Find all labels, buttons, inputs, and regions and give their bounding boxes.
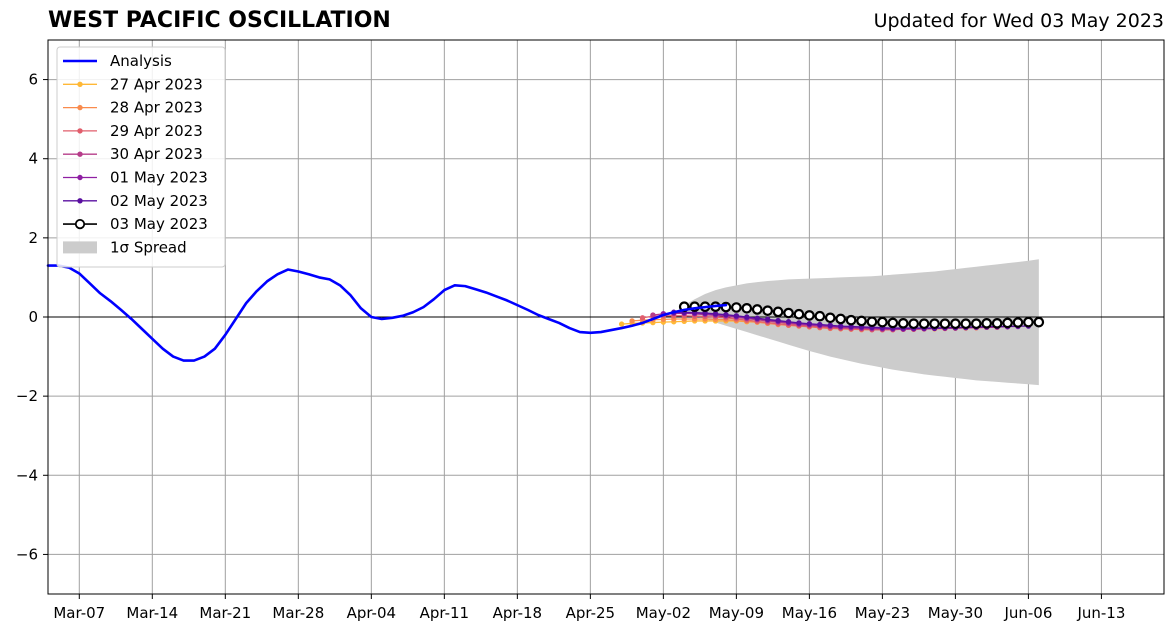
forecast-point bbox=[762, 305, 773, 316]
y-tick-label: −6 bbox=[16, 545, 38, 563]
forecast-point bbox=[723, 311, 729, 318]
forecast-point bbox=[897, 318, 909, 329]
legend-forecast-marker bbox=[77, 81, 83, 88]
y-tick-label: −4 bbox=[16, 466, 38, 484]
plot-frame bbox=[47, 39, 1165, 595]
forecast-point bbox=[929, 318, 940, 330]
legend-forecast-marker bbox=[77, 174, 83, 181]
legend-forecast-marker bbox=[77, 198, 83, 204]
forecast-point bbox=[806, 321, 813, 327]
x-tick-label: Apr-04 bbox=[347, 604, 397, 622]
legend-forecast-marker bbox=[74, 219, 86, 230]
forecast-point bbox=[845, 314, 857, 326]
forecast-point bbox=[650, 312, 656, 318]
forecast-point bbox=[629, 318, 635, 324]
y-tick-label: −2 bbox=[16, 387, 38, 405]
legend-label: 27 Apr 2023 bbox=[110, 75, 203, 93]
forecast-point bbox=[793, 308, 805, 320]
forecast-point bbox=[887, 317, 899, 329]
x-tick-label: Mar-07 bbox=[53, 604, 105, 622]
forecast-point bbox=[991, 318, 1003, 329]
forecast-point bbox=[837, 323, 844, 329]
legend-forecast-marker bbox=[77, 151, 83, 157]
y-tick-label: 2 bbox=[28, 229, 38, 247]
forecast-point bbox=[751, 304, 763, 315]
x-tick-label: May-30 bbox=[928, 604, 983, 622]
forecast-point bbox=[754, 315, 760, 321]
x-tick-label: Mar-14 bbox=[126, 604, 178, 622]
legend-label: 29 Apr 2023 bbox=[110, 122, 203, 140]
forecast-point bbox=[785, 319, 792, 325]
legend: Analysis 27 Apr 2023 28 Apr 2023 29 Apr 202… bbox=[56, 46, 226, 268]
legend-box bbox=[56, 46, 226, 268]
y-tick-label: 4 bbox=[28, 150, 38, 168]
forecast-point bbox=[804, 310, 815, 321]
x-tick-label: Mar-21 bbox=[199, 604, 251, 622]
series-layer bbox=[46, 264, 1045, 362]
forecast-point bbox=[877, 316, 888, 328]
forecast-point bbox=[908, 318, 919, 330]
forecast-point bbox=[741, 302, 753, 314]
legend-forecast-marker bbox=[77, 128, 83, 134]
legend-forecast-marker bbox=[77, 104, 83, 111]
forecast-point bbox=[950, 318, 961, 330]
y-tick-label: 6 bbox=[28, 71, 38, 89]
x-tick-label: Apr-25 bbox=[566, 604, 616, 622]
forecast-point bbox=[783, 307, 794, 319]
legend-label: 30 Apr 2023 bbox=[110, 145, 203, 163]
forecast-point bbox=[796, 320, 802, 326]
forecast-point bbox=[1012, 317, 1024, 328]
updated-date: Updated for Wed 03 May 2023 bbox=[873, 10, 1164, 32]
forecast-point bbox=[639, 315, 646, 321]
forecast-point bbox=[817, 321, 823, 328]
forecast-point bbox=[744, 314, 750, 320]
forecast-point bbox=[764, 316, 771, 323]
forecast-point bbox=[1033, 316, 1045, 328]
legend-label: 01 May 2023 bbox=[110, 169, 208, 187]
forecast-point bbox=[970, 318, 982, 330]
forecast-point bbox=[835, 313, 846, 325]
forecast-point bbox=[618, 321, 625, 327]
forecast-point bbox=[918, 318, 930, 330]
forecast-point bbox=[1023, 316, 1034, 328]
legend-label: 02 May 2023 bbox=[110, 192, 208, 210]
forecast-point bbox=[772, 306, 784, 318]
forecast-point bbox=[1002, 317, 1013, 329]
legend-label: 1σ Spread bbox=[110, 238, 187, 256]
forecast-point bbox=[981, 318, 992, 329]
forecast-point bbox=[866, 316, 878, 328]
x-tick-label: Jun-13 bbox=[1076, 604, 1125, 622]
forecast-point bbox=[814, 310, 826, 322]
forecast-point bbox=[775, 317, 781, 324]
forecast-point bbox=[827, 322, 833, 329]
x-tick-label: Jun-06 bbox=[1003, 604, 1052, 622]
forecast-point bbox=[824, 312, 836, 324]
legend-label: 03 May 2023 bbox=[110, 215, 208, 233]
forecast-point bbox=[856, 315, 867, 327]
forecast-point bbox=[960, 318, 972, 330]
x-tick-label: Apr-18 bbox=[493, 604, 543, 622]
forecast-point bbox=[712, 311, 719, 317]
legend-label: 28 Apr 2023 bbox=[110, 99, 203, 117]
x-tick-label: Mar-28 bbox=[272, 604, 324, 622]
chart-title: WEST PACIFIC OSCILLATION bbox=[48, 8, 391, 33]
legend-label: Analysis bbox=[110, 52, 172, 70]
x-tick-label: Apr-11 bbox=[420, 604, 470, 622]
forecast-point bbox=[939, 318, 951, 330]
x-tick-label: May-16 bbox=[782, 604, 837, 622]
forecast-point bbox=[733, 313, 740, 319]
x-tick-label: May-02 bbox=[636, 604, 691, 622]
legend-spread-swatch bbox=[63, 241, 97, 254]
x-tick-label: May-09 bbox=[709, 604, 764, 622]
y-tick-label: 0 bbox=[28, 308, 38, 326]
analysis-line bbox=[46, 264, 728, 362]
forecast-point bbox=[731, 302, 742, 313]
x-tick-label: May-23 bbox=[855, 604, 910, 622]
axis-ticks: Mar-07 Mar-14 Mar-21 Mar-28 Apr-04 Apr-11 Apr-… bbox=[16, 71, 1126, 622]
